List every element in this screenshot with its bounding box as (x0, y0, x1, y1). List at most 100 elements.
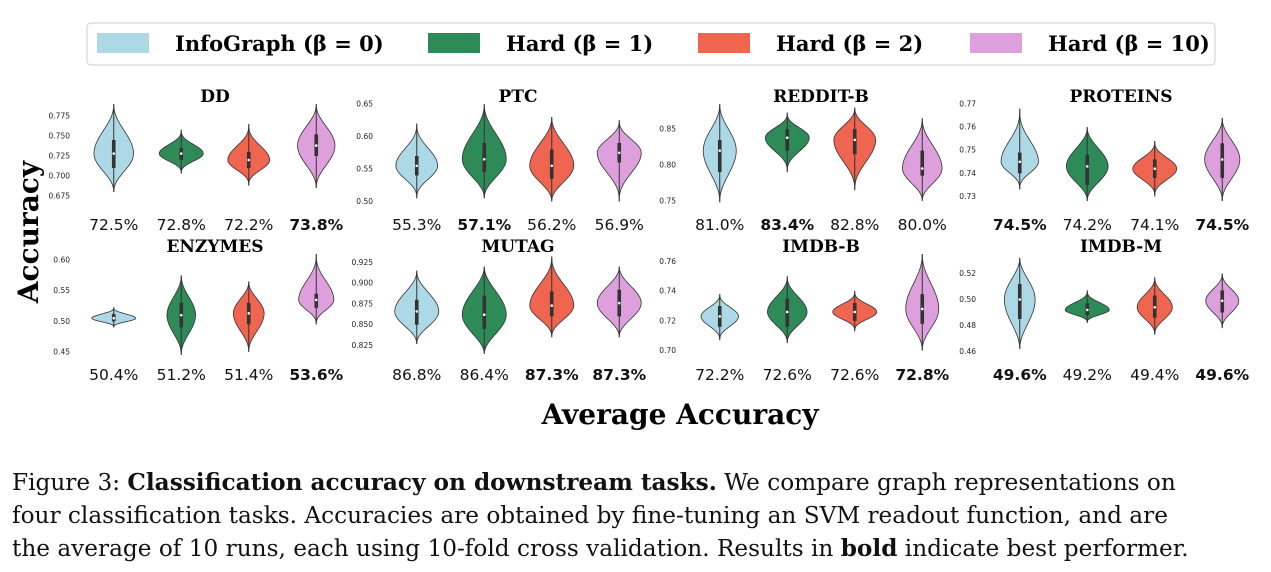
caption-text-3b: indicate best performer. (904, 535, 1189, 562)
legend-frame (86, 22, 1216, 66)
panel-imdb-m: IMDB-M 0.46 0.48 0.50 0.52 49.6% 49.2% 49.4% 49.… (959, 237, 1249, 384)
y-tick-label: 0.750 (49, 132, 71, 141)
violin-median (247, 312, 251, 315)
y-tick-label: 0.65 (356, 100, 373, 109)
y-tick-label: 0.850 (352, 320, 374, 329)
accuracy-label: 87.3% (592, 366, 646, 384)
y-tick-label: 0.775 (49, 112, 71, 121)
caption-label: Figure 3: (12, 469, 121, 496)
accuracy-label: 56.2% (527, 216, 576, 234)
y-tick-label: 0.70 (659, 346, 676, 355)
violin-median (482, 157, 486, 161)
panel-title: PTC (499, 87, 538, 107)
violin-median (247, 158, 251, 162)
violin-median (920, 307, 924, 311)
violin-median (112, 152, 116, 155)
y-tick-label: 0.725 (49, 152, 71, 161)
violin-median (1085, 165, 1089, 168)
panel-mutag: MUTAG 0.825 0.850 0.875 0.900 0.925 86.8% 86.4%… (352, 237, 647, 384)
legend-swatch-3 (698, 33, 750, 53)
accuracy-label: 74.1% (1130, 216, 1179, 234)
accuracy-label: 72.2% (695, 366, 744, 384)
accuracy-label: 87.3% (525, 366, 579, 384)
y-tick-label: 0.50 (959, 295, 976, 304)
accuracy-label: 72.8% (157, 216, 206, 234)
violin-median (314, 298, 318, 302)
y-tick-label: 0.75 (659, 196, 676, 205)
panel-dd: DD 0.675 0.700 0.725 0.750 0.775 72.5% 72.8% 72.… (49, 87, 344, 234)
violin-box (852, 129, 857, 155)
y-tick-label: 0.46 (959, 347, 976, 356)
legend-label-2: Hard (β = 1) (506, 31, 653, 56)
y-tick-label: 0.85 (659, 125, 676, 134)
y-tick-label: 0.52 (959, 269, 976, 278)
y-tick-label: 0.76 (659, 257, 676, 266)
y-tick-label: 0.675 (49, 192, 71, 201)
violin-median (1018, 160, 1022, 164)
panel-title: IMDB-M (1080, 237, 1162, 257)
accuracy-label: 72.8% (895, 366, 949, 384)
y-tick-label: 0.55 (356, 165, 373, 174)
caption-line-1: Figure 3: Classification accuracy on dow… (12, 466, 1262, 499)
violin-chart: InfoGraph (β = 0) Hard (β = 1) Hard (β = 2… (12, 22, 1250, 431)
violin-median (415, 310, 419, 313)
caption-text-1: We compare graph representations on (724, 469, 1176, 496)
accuracy-label: 72.5% (89, 216, 138, 234)
accuracy-label: 73.8% (289, 216, 343, 234)
caption-bold-title: Classification accuracy on downstream ta… (127, 469, 717, 496)
violin-median (550, 304, 554, 307)
panel-imdb-b: IMDB-B 0.70 0.72 0.74 0.76 72.2% 72.6% 72.6% 72.… (659, 237, 949, 384)
accuracy-label: 51.2% (157, 366, 206, 384)
violin-median (1085, 308, 1089, 312)
y-tick-label: 0.45 (53, 347, 70, 356)
accuracy-label: 49.6% (1195, 366, 1249, 384)
accuracy-label: 72.6% (830, 366, 879, 384)
violin-box (482, 295, 487, 329)
accuracy-label: 74.5% (1195, 216, 1249, 234)
y-tick-label: 0.74 (659, 287, 676, 296)
violin-box (717, 139, 722, 173)
violin-median (718, 315, 722, 318)
accuracy-label: 74.5% (993, 216, 1047, 234)
violin-median (1153, 306, 1157, 309)
caption-bold-word: bold (840, 535, 898, 562)
panel-title: DD (200, 87, 230, 107)
y-tick-label: 0.875 (352, 299, 374, 308)
y-tick-label: 0.75 (959, 146, 976, 155)
x-axis-label: Average Accuracy (540, 398, 819, 431)
accuracy-label: 51.4% (224, 366, 273, 384)
accuracy-label: 56.9% (595, 216, 644, 234)
figure: InfoGraph (β = 0) Hard (β = 1) Hard (β = 2… (12, 22, 1250, 431)
violin-median (1220, 299, 1224, 303)
violin-median (179, 152, 183, 155)
y-tick-label: 0.700 (49, 172, 71, 181)
violin-median (550, 164, 554, 168)
caption-text-3a: the average of 10 runs, each using 10-fo… (12, 535, 834, 562)
y-tick-label: 0.55 (53, 286, 70, 295)
panel-title: ENZYMES (166, 237, 263, 257)
panel-reddit-b: REDDIT-B 0.75 0.80 0.85 81.0% 83.4% 82.8% 80.0% (659, 87, 947, 234)
legend: InfoGraph (β = 0) Hard (β = 1) Hard (β = 2… (86, 22, 1216, 66)
violin-median (920, 167, 924, 170)
violin-median (179, 313, 183, 317)
y-tick-label: 0.48 (959, 321, 976, 330)
violin-box (1017, 283, 1022, 319)
accuracy-label: 57.1% (457, 216, 511, 234)
panel-proteins: PROTEINS 0.73 0.74 0.75 0.76 0.77 74.5% 74.2% 74… (959, 87, 1249, 234)
violin-median (617, 151, 621, 155)
legend-label-4: Hard (β = 10) (1048, 31, 1210, 56)
violin-median (1220, 158, 1224, 161)
accuracy-label: 74.2% (1063, 216, 1112, 234)
y-axis-label: Accuracy (12, 160, 45, 304)
panel-ptc: PTC 0.50 0.55 0.60 0.65 55.3% 57.1% 56.2% 56.9% (356, 87, 644, 234)
accuracy-label: 50.4% (89, 366, 138, 384)
violin-median (415, 164, 419, 168)
figure-caption: Figure 3: Classification accuracy on dow… (12, 466, 1262, 565)
panel-enzymes: ENZYMES 0.45 0.50 0.55 0.60 50.4% 51.2% 51.4% 53… (53, 237, 343, 384)
accuracy-label: 86.8% (392, 366, 441, 384)
accuracy-label: 86.4% (460, 366, 509, 384)
accuracy-label: 83.4% (760, 216, 814, 234)
accuracy-label: 55.3% (392, 216, 441, 234)
accuracy-label: 82.8% (830, 216, 879, 234)
violin-median (482, 313, 486, 317)
